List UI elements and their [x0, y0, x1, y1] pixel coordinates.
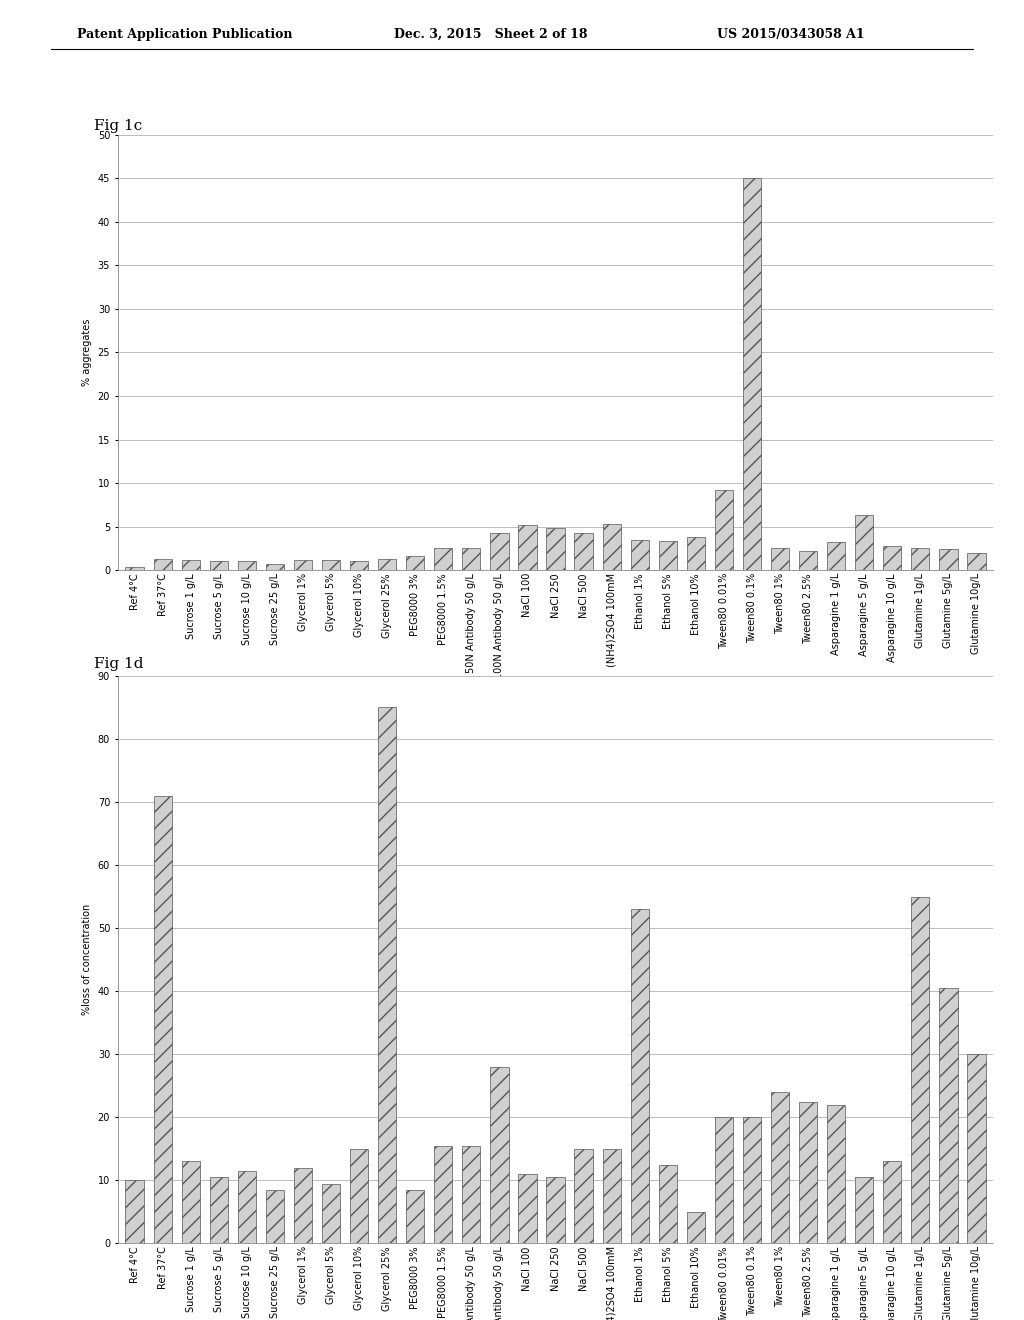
Bar: [378, 558, 396, 570]
Bar: [266, 1189, 284, 1243]
Bar: [407, 1189, 424, 1243]
Bar: [855, 1177, 873, 1243]
Bar: [490, 533, 509, 570]
Bar: [827, 1105, 845, 1243]
Text: Dec. 3, 2015   Sheet 2 of 18: Dec. 3, 2015 Sheet 2 of 18: [394, 28, 588, 41]
Bar: [434, 1146, 453, 1243]
Text: US 2015/0343058 A1: US 2015/0343058 A1: [717, 28, 864, 41]
Bar: [154, 558, 172, 570]
Bar: [210, 561, 228, 570]
Bar: [126, 1180, 143, 1243]
Bar: [883, 546, 901, 570]
Bar: [294, 1168, 312, 1243]
Bar: [238, 561, 256, 570]
Bar: [687, 537, 705, 570]
Bar: [687, 1212, 705, 1243]
Bar: [518, 1173, 537, 1243]
Bar: [631, 540, 649, 570]
Bar: [715, 490, 733, 570]
Bar: [602, 1148, 621, 1243]
Bar: [462, 1146, 480, 1243]
Bar: [968, 1055, 985, 1243]
Bar: [574, 1148, 593, 1243]
Y-axis label: %loss of concentration: %loss of concentration: [82, 904, 92, 1015]
Y-axis label: % aggregates: % aggregates: [82, 318, 92, 387]
Text: Fig 1d: Fig 1d: [94, 657, 143, 672]
Bar: [658, 1164, 677, 1243]
Bar: [742, 178, 761, 570]
Bar: [210, 1177, 228, 1243]
Bar: [126, 566, 143, 570]
Bar: [631, 909, 649, 1243]
Bar: [322, 1184, 340, 1243]
Bar: [407, 556, 424, 570]
Bar: [855, 515, 873, 570]
Bar: [350, 561, 369, 570]
Bar: [602, 524, 621, 570]
Bar: [490, 1067, 509, 1243]
Bar: [574, 533, 593, 570]
Bar: [799, 550, 817, 570]
Bar: [322, 560, 340, 570]
Text: Fig 1c: Fig 1c: [94, 119, 142, 133]
Bar: [911, 549, 930, 570]
Bar: [547, 528, 564, 570]
Bar: [547, 1177, 564, 1243]
Bar: [378, 708, 396, 1243]
Bar: [462, 548, 480, 570]
Bar: [181, 1162, 200, 1243]
Bar: [799, 1101, 817, 1243]
Bar: [266, 564, 284, 570]
Bar: [181, 560, 200, 570]
Bar: [715, 1117, 733, 1243]
Bar: [294, 560, 312, 570]
Bar: [883, 1162, 901, 1243]
Bar: [518, 525, 537, 570]
Bar: [968, 553, 985, 570]
Bar: [238, 1171, 256, 1243]
Bar: [827, 543, 845, 570]
Bar: [154, 796, 172, 1243]
Bar: [939, 987, 957, 1243]
Bar: [742, 1117, 761, 1243]
Bar: [911, 896, 930, 1243]
Bar: [350, 1148, 369, 1243]
Bar: [771, 1092, 790, 1243]
Bar: [658, 541, 677, 570]
Bar: [771, 549, 790, 570]
Bar: [434, 549, 453, 570]
Text: Patent Application Publication: Patent Application Publication: [77, 28, 292, 41]
Bar: [939, 549, 957, 570]
